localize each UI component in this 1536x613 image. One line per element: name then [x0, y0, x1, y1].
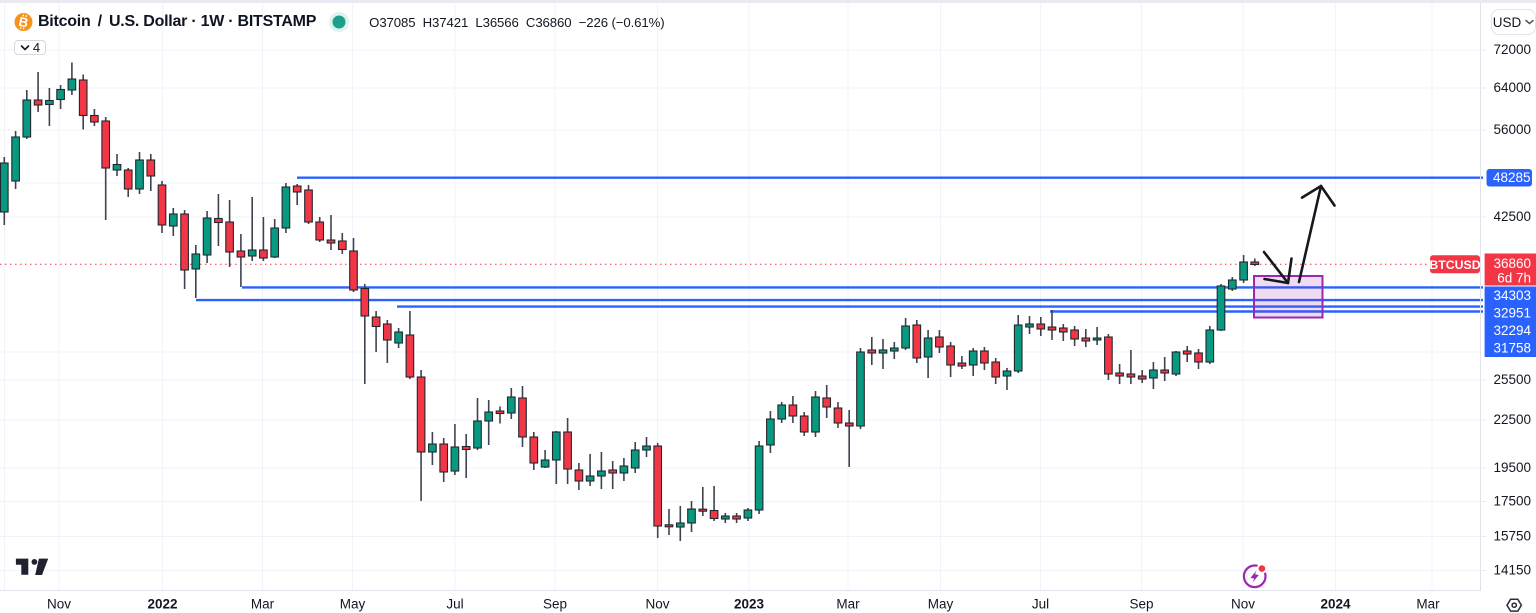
svg-text:B: B — [17, 14, 29, 31]
svg-text:2023: 2023 — [734, 597, 765, 612]
svg-text:Sep: Sep — [1129, 597, 1153, 612]
svg-text:May: May — [928, 597, 954, 612]
svg-text:May: May — [340, 597, 366, 612]
svg-text:BTCUSD: BTCUSD — [1429, 258, 1480, 272]
svg-text:64000: 64000 — [1493, 80, 1531, 95]
svg-text:2024: 2024 — [1320, 597, 1351, 612]
svg-text:17500: 17500 — [1493, 494, 1531, 509]
svg-text:31758: 31758 — [1493, 340, 1531, 355]
svg-text:Nov: Nov — [47, 597, 71, 612]
svg-text:Mar: Mar — [1416, 597, 1440, 612]
svg-text:2022: 2022 — [147, 597, 177, 612]
svg-text:15750: 15750 — [1493, 529, 1531, 544]
svg-text:25500: 25500 — [1493, 372, 1531, 387]
svg-text:Mar: Mar — [836, 597, 860, 612]
svg-text:14150: 14150 — [1493, 563, 1531, 578]
svg-text:56000: 56000 — [1493, 122, 1531, 137]
svg-text:72000: 72000 — [1493, 42, 1531, 57]
svg-text:Jul: Jul — [446, 597, 463, 612]
svg-text:36860: 36860 — [1493, 256, 1531, 271]
svg-text:Sep: Sep — [543, 597, 567, 612]
svg-text:34303: 34303 — [1493, 288, 1531, 303]
svg-text:32294: 32294 — [1493, 323, 1531, 338]
svg-text:42500: 42500 — [1493, 209, 1531, 224]
svg-text:48285: 48285 — [1493, 170, 1531, 185]
svg-text:32951: 32951 — [1493, 305, 1531, 320]
svg-text:Mar: Mar — [251, 597, 275, 612]
svg-text:22500: 22500 — [1493, 412, 1531, 427]
svg-text:19500: 19500 — [1493, 460, 1531, 475]
svg-text:Jul: Jul — [1032, 597, 1049, 612]
svg-text:6d 7h: 6d 7h — [1497, 271, 1531, 286]
svg-text:Nov: Nov — [645, 597, 669, 612]
svg-text:Nov: Nov — [1231, 597, 1255, 612]
